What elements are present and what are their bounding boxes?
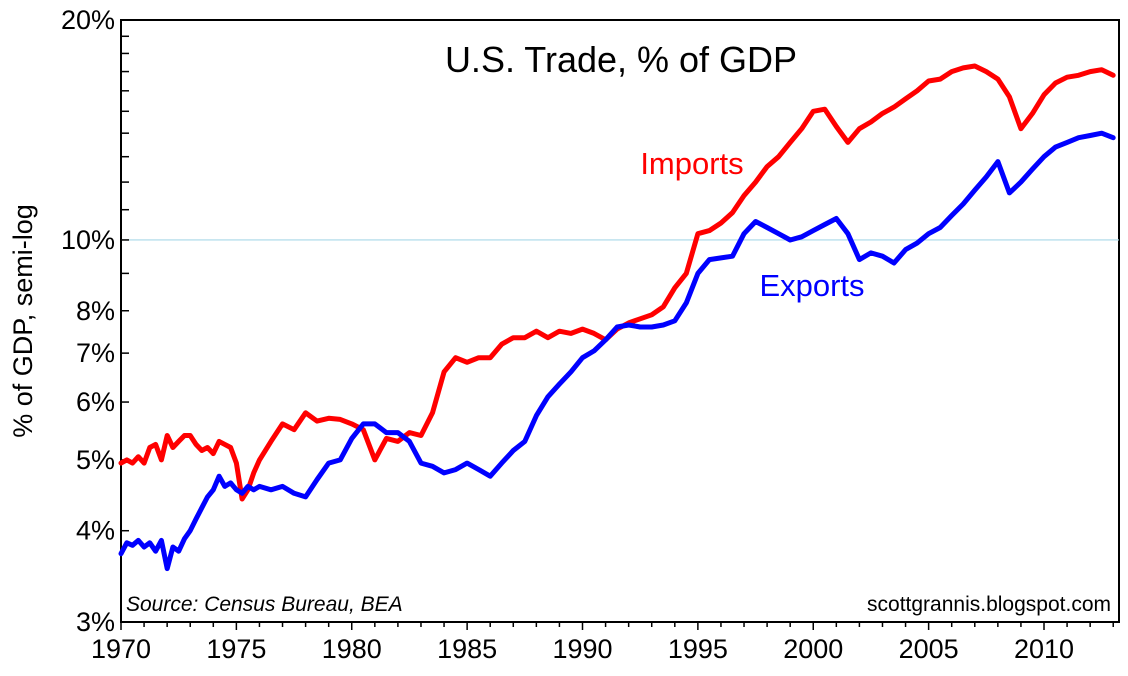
y-tick-label: 6% [76, 387, 115, 417]
x-tick-label: 1985 [437, 634, 497, 664]
y-tick-label: 3% [76, 607, 115, 637]
y-tick-label: 10% [61, 225, 115, 255]
series-label-exports: Exports [759, 268, 864, 303]
chart-title: U.S. Trade, % of GDP [445, 39, 797, 80]
series-line-exports [118, 130, 1116, 572]
x-tick-label: 1980 [322, 634, 382, 664]
y-tick-label: 20% [61, 5, 115, 35]
y-tick-label: 8% [76, 296, 115, 326]
y-tick-label: 5% [76, 445, 115, 475]
series-layer [118, 63, 1116, 572]
x-tick-label: 1995 [668, 634, 728, 664]
series-line-imports [118, 63, 1116, 502]
plot-area-frame [120, 19, 1120, 623]
x-tick-label: 1975 [206, 634, 266, 664]
x-tick-label: 2005 [899, 634, 959, 664]
source-note: Source: Census Bureau, BEA [126, 593, 403, 616]
y-tick-label: 7% [76, 338, 115, 368]
y-axis: 3% 4% 5% 6% 7% 8% 10% 20% [61, 5, 129, 637]
y-axis-title: % of GDP, semi-log [8, 204, 38, 438]
x-tick-label: 2000 [783, 634, 843, 664]
x-tick-label: 2010 [1014, 634, 1074, 664]
credit-note: scottgrannis.blogspot.com [867, 593, 1111, 616]
x-tick-label: 1990 [552, 634, 612, 664]
y-tick-label: 4% [76, 516, 115, 546]
x-tick-label: 1970 [91, 634, 151, 664]
x-axis: 1970 1975 1980 1985 1990 1995 2000 2005 2010 [91, 622, 1114, 664]
series-label-imports: Imports [640, 146, 743, 181]
